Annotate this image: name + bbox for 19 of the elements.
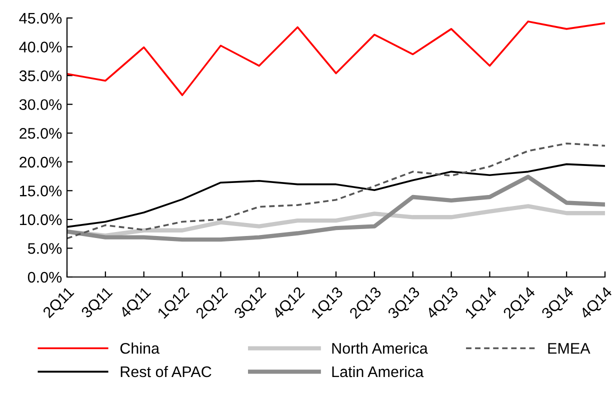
legend-label: China	[120, 342, 160, 354]
y-tick-label: 25.0%	[20, 128, 62, 139]
legend-label: North America	[332, 342, 428, 354]
line-series	[67, 142, 605, 240]
line-series	[67, 20, 605, 96]
y-tick-label: 40.0%	[19, 42, 62, 52]
y-tick-label: 45.0%	[19, 12, 62, 24]
line-series	[67, 204, 605, 238]
line-series	[67, 174, 605, 242]
y-tick-label: 0.0%	[28, 272, 62, 283]
y-tick-label: 30.0%	[19, 99, 62, 110]
legend-label: Rest of APAC	[120, 366, 212, 378]
legend-label: EMEA	[548, 343, 590, 354]
y-tick-label: 15.0%	[20, 186, 62, 196]
y-tick-label: 20.0%	[20, 156, 62, 168]
legend-label: Latin America	[332, 366, 424, 378]
y-tick-label: 10.0%	[20, 214, 62, 226]
y-tick-label: 35.0%	[19, 70, 62, 82]
y-tick-label: 5.0%	[28, 243, 62, 254]
